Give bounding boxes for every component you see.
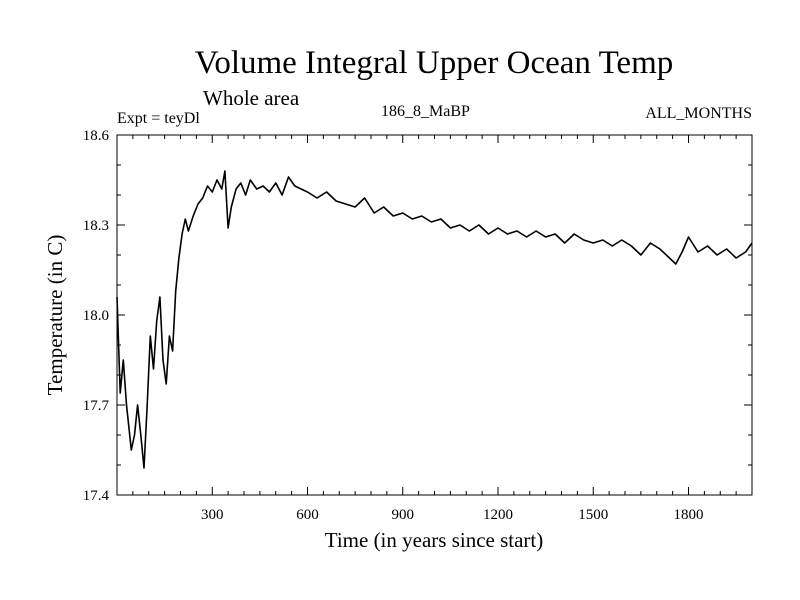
y-axis-label: Temperature (in C) (43, 235, 67, 396)
y-axis-ticks: 17.4 17.7 18.0 18.3 18.6 (83, 128, 752, 504)
x-tick-label: 1800 (674, 507, 704, 523)
expt-label: Expt = teyDl (117, 110, 200, 127)
x-tick-label: 600 (296, 507, 319, 523)
chart-title: Volume Integral Upper Ocean Temp (195, 45, 673, 81)
series-line (116, 170, 753, 469)
x-tick-label: 900 (392, 507, 415, 523)
x-axis-ticks: 300 600 900 1200 1500 1800 (116, 135, 753, 523)
months-label: ALL_MONTHS (645, 105, 752, 122)
chart-subtitle: Whole area (203, 86, 300, 110)
period-label: 186_8_MaBP (381, 103, 470, 120)
x-tick-label: 300 (201, 507, 224, 523)
y-tick-label: 18.0 (83, 308, 109, 324)
plot-frame (116, 134, 753, 496)
y-tick-label: 18.6 (83, 128, 110, 144)
x-tick-label: 1200 (483, 507, 513, 523)
y-tick-label: 17.7 (83, 398, 110, 414)
y-tick-label: 18.3 (83, 218, 109, 234)
x-axis-label: Time (in years since start) (325, 528, 544, 552)
series-layer (116, 170, 753, 469)
y-tick-label: 17.4 (83, 488, 110, 504)
x-tick-label: 1500 (578, 507, 608, 523)
